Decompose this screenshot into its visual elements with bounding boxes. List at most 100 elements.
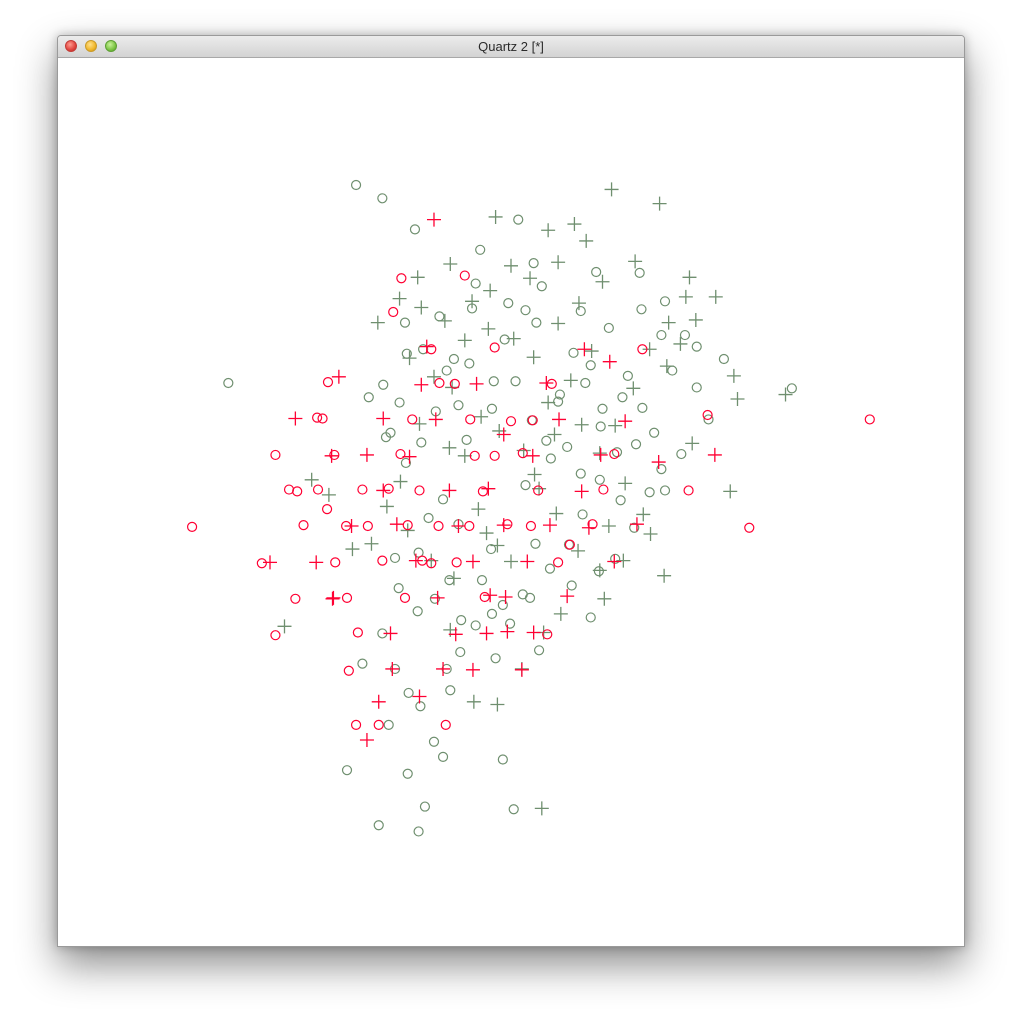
- point-green-plus: [541, 223, 556, 238]
- point-green-circle: [423, 512, 434, 524]
- point-green-circle: [562, 441, 573, 453]
- point-red-plus: [542, 518, 557, 533]
- point-green-circle: [412, 606, 423, 617]
- point-red-plus: [325, 591, 340, 606]
- title-bar[interactable]: Quartz 2 [*]: [58, 36, 964, 58]
- point-red-plus: [331, 369, 346, 384]
- point-green-plus: [682, 270, 697, 285]
- point-red-plus: [577, 342, 592, 357]
- point-green-circle: [378, 379, 389, 390]
- point-green-circle: [676, 448, 687, 460]
- point-green-plus: [345, 542, 360, 557]
- point-green-circle: [499, 334, 510, 345]
- point-red-circle: [414, 485, 425, 496]
- point-green-circle: [400, 457, 412, 469]
- point-green-circle: [403, 687, 414, 699]
- point-green-plus: [414, 300, 429, 315]
- point-red-circle: [312, 484, 324, 495]
- point-green-plus: [490, 538, 505, 553]
- point-green-circle: [341, 765, 353, 776]
- close-window-button[interactable]: [65, 40, 77, 52]
- point-green-circle: [610, 553, 621, 564]
- point-green-plus: [479, 526, 494, 541]
- point-green-circle: [399, 317, 411, 328]
- point-red-circle: [388, 306, 399, 318]
- point-green-plus: [661, 315, 676, 330]
- point-green-plus: [563, 373, 578, 388]
- point-red-plus: [376, 483, 391, 498]
- point-green-circle: [445, 685, 456, 696]
- point-green-plus: [708, 289, 723, 304]
- point-green-plus: [442, 440, 457, 455]
- point-red-plus: [371, 694, 386, 709]
- point-red-circle: [542, 629, 553, 640]
- point-green-circle: [622, 370, 633, 382]
- point-red-circle: [270, 630, 281, 641]
- point-green-plus: [652, 196, 667, 211]
- point-green-plus: [426, 369, 441, 384]
- point-green-plus: [659, 359, 674, 374]
- point-red-circle: [321, 504, 333, 515]
- point-red-circle: [434, 377, 445, 389]
- point-red-plus: [602, 354, 617, 369]
- point-green-plus: [626, 381, 641, 396]
- point-green-plus: [412, 416, 427, 431]
- point-green-plus: [541, 395, 556, 410]
- point-red-plus: [359, 447, 374, 462]
- point-green-plus: [506, 331, 521, 346]
- point-red-plus: [552, 412, 567, 427]
- point-red-plus: [263, 555, 278, 570]
- point-green-circle: [566, 580, 577, 591]
- point-green-circle: [416, 437, 427, 448]
- point-green-plus: [465, 294, 480, 309]
- point-green-circle: [528, 258, 539, 269]
- point-green-plus: [393, 474, 408, 489]
- point-red-circle: [352, 627, 363, 638]
- point-red-circle: [587, 519, 598, 530]
- point-red-circle: [702, 409, 713, 421]
- point-green-plus: [778, 387, 793, 402]
- minimize-window-button[interactable]: [85, 40, 97, 52]
- point-red-circle: [440, 719, 451, 730]
- point-red-plus: [481, 481, 496, 496]
- point-green-plus: [549, 506, 564, 521]
- point-green-circle: [488, 376, 499, 387]
- point-red-circle: [426, 558, 437, 569]
- point-red-circle: [564, 539, 575, 550]
- point-red-plus: [385, 661, 400, 676]
- point-red-circle: [451, 557, 462, 568]
- point-green-circle: [575, 468, 586, 479]
- point-green-plus: [504, 554, 518, 569]
- point-green-plus: [551, 316, 566, 331]
- point-green-circle: [470, 278, 481, 289]
- point-green-plus: [723, 484, 738, 499]
- point-red-circle: [373, 719, 384, 730]
- point-red-plus: [383, 626, 398, 641]
- point-green-circle: [497, 754, 508, 765]
- point-green-circle: [536, 281, 547, 292]
- point-green-circle: [524, 592, 536, 604]
- point-green-plus: [483, 283, 498, 298]
- point-green-plus: [277, 619, 292, 634]
- point-green-circle: [520, 480, 531, 491]
- point-green-circle: [630, 439, 642, 450]
- point-green-circle: [541, 435, 552, 446]
- point-green-circle: [503, 297, 514, 309]
- point-green-circle: [490, 653, 501, 664]
- point-green-circle: [530, 538, 541, 549]
- point-green-circle: [533, 645, 545, 656]
- point-green-circle: [441, 365, 452, 376]
- point-red-circle: [864, 414, 875, 425]
- scatter-plot: [186, 179, 875, 837]
- point-green-circle: [629, 522, 640, 533]
- point-green-circle: [385, 427, 396, 438]
- point-green-circle: [597, 403, 608, 414]
- point-red-plus: [651, 455, 666, 470]
- point-green-circle: [223, 377, 234, 389]
- point-green-plus: [304, 472, 319, 487]
- zoom-window-button[interactable]: [105, 40, 117, 52]
- point-red-plus: [607, 554, 622, 569]
- point-green-circle: [394, 397, 405, 408]
- point-red-plus: [525, 448, 540, 463]
- point-green-plus: [685, 436, 700, 451]
